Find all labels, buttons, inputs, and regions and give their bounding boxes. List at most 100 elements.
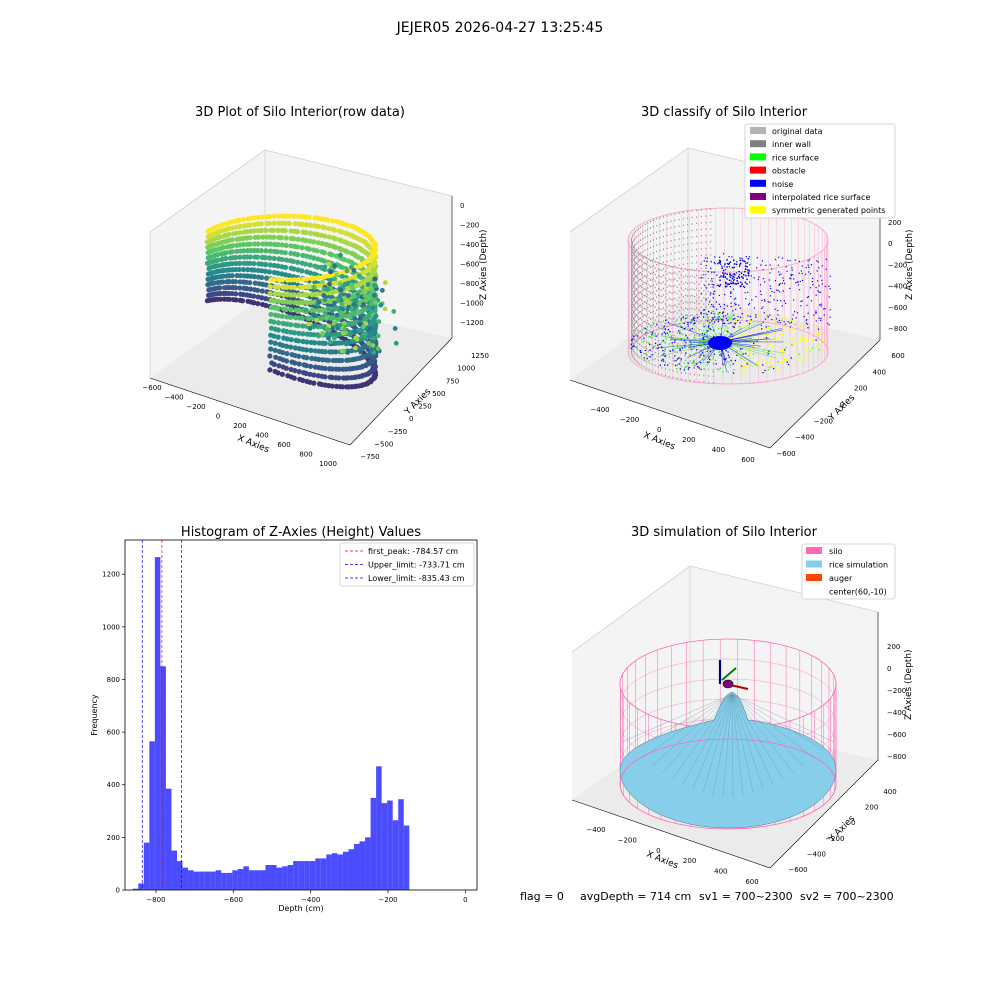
noise-point bbox=[718, 312, 721, 314]
noise-point bbox=[776, 289, 778, 291]
raw-point bbox=[340, 366, 346, 372]
raw-point bbox=[296, 369, 302, 375]
surface-point bbox=[680, 325, 682, 327]
mesh-line bbox=[731, 693, 794, 774]
surface-point bbox=[770, 329, 773, 331]
wall-point bbox=[639, 324, 641, 326]
raw-point bbox=[344, 357, 350, 363]
wall-point bbox=[670, 285, 672, 288]
noise-point bbox=[730, 282, 733, 285]
wall-point bbox=[662, 222, 664, 225]
surface-point bbox=[647, 342, 650, 344]
wall-point bbox=[648, 362, 650, 364]
wall-point bbox=[703, 329, 705, 331]
noise-point bbox=[815, 320, 817, 322]
raw-point bbox=[338, 252, 343, 258]
noise-point bbox=[778, 256, 780, 258]
raw-point bbox=[320, 330, 326, 336]
wall-point bbox=[668, 323, 670, 326]
surface-point bbox=[708, 358, 711, 361]
raw-point bbox=[322, 312, 328, 318]
wall-point bbox=[654, 371, 656, 373]
wall-point bbox=[652, 245, 654, 248]
wall-point bbox=[705, 241, 707, 243]
wall-point bbox=[636, 287, 638, 290]
surface-point bbox=[818, 333, 820, 336]
raw-point bbox=[327, 349, 333, 355]
wall-point bbox=[659, 327, 661, 330]
wall-point bbox=[696, 281, 698, 283]
wall-point bbox=[643, 301, 645, 303]
wall-point bbox=[710, 273, 712, 275]
raw-point bbox=[299, 268, 305, 274]
wall-point bbox=[632, 258, 634, 260]
noise-point bbox=[780, 300, 782, 302]
surface-point bbox=[683, 369, 686, 371]
surface-point bbox=[763, 337, 765, 339]
wall-point bbox=[642, 270, 644, 272]
wall-point bbox=[640, 297, 642, 300]
wall-point bbox=[659, 243, 661, 245]
surface-point bbox=[742, 353, 744, 355]
raw-point bbox=[282, 228, 288, 234]
noise-point bbox=[742, 274, 745, 276]
wall-point bbox=[662, 255, 664, 257]
surface-point bbox=[719, 350, 721, 352]
wall-point bbox=[705, 208, 707, 211]
wall-point bbox=[638, 338, 640, 340]
wall-point bbox=[634, 339, 636, 341]
surface-point bbox=[734, 317, 736, 320]
wall-point bbox=[633, 330, 635, 332]
wall-point bbox=[634, 274, 636, 276]
wall-point bbox=[666, 254, 668, 256]
noise-point bbox=[771, 290, 773, 293]
wall-point bbox=[680, 287, 682, 289]
surface-point bbox=[742, 325, 744, 327]
wall-point bbox=[631, 323, 633, 325]
wall-point bbox=[691, 275, 693, 277]
surface-point bbox=[706, 361, 709, 363]
wall-point bbox=[643, 359, 645, 362]
surface-point bbox=[711, 317, 714, 319]
noise-point bbox=[734, 302, 736, 304]
surface-point bbox=[801, 337, 803, 339]
surface-point bbox=[734, 333, 736, 335]
wall-point bbox=[634, 293, 636, 296]
raw-point bbox=[340, 375, 347, 381]
raw-point bbox=[233, 254, 239, 261]
surface-point bbox=[683, 367, 686, 369]
wall-point bbox=[696, 235, 698, 238]
wall-point bbox=[634, 261, 636, 263]
wall-point bbox=[631, 237, 633, 239]
noise-point bbox=[756, 257, 758, 259]
wall-point bbox=[651, 344, 653, 346]
wall-point bbox=[703, 348, 705, 351]
wall-point bbox=[691, 249, 693, 251]
wall-point bbox=[712, 382, 714, 384]
wall-point bbox=[644, 236, 646, 238]
surface-point bbox=[707, 338, 710, 340]
noise-point bbox=[718, 262, 720, 264]
wall-point bbox=[678, 212, 680, 214]
raw-point bbox=[320, 274, 326, 280]
surface-point bbox=[805, 339, 807, 342]
wall-point bbox=[640, 239, 642, 241]
noise-point bbox=[741, 276, 743, 278]
wall-point bbox=[631, 329, 633, 332]
wall-point bbox=[682, 218, 684, 220]
noise-point bbox=[823, 314, 825, 316]
raw-point bbox=[283, 242, 289, 248]
wall-point bbox=[664, 361, 666, 364]
wall-point bbox=[639, 291, 641, 294]
raw-point bbox=[316, 307, 322, 313]
undefined-tick-label: 600 bbox=[891, 352, 904, 360]
wall-point bbox=[694, 354, 696, 356]
wall-point bbox=[633, 284, 635, 286]
wall-point bbox=[691, 255, 693, 258]
surface-point bbox=[770, 358, 772, 360]
wall-point bbox=[631, 261, 633, 263]
wall-point bbox=[631, 313, 633, 315]
y-tick-label: 800 bbox=[107, 676, 120, 684]
noise-point bbox=[794, 259, 796, 261]
